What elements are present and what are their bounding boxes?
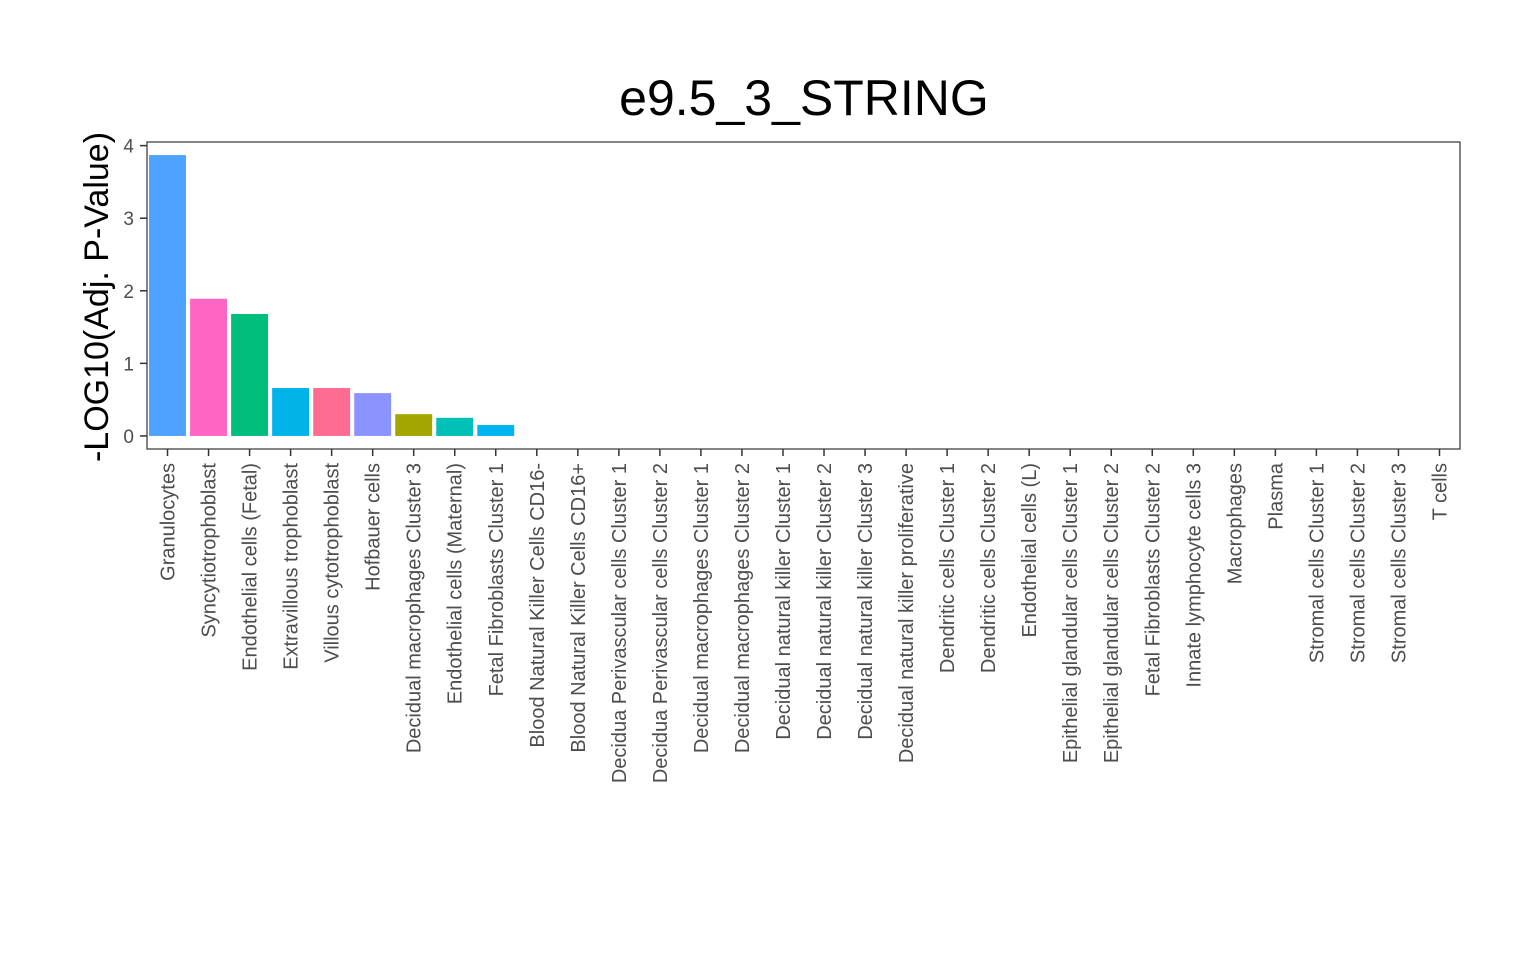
x-tick-label-8: Fetal Fibroblasts Cluster 1 [486,463,508,696]
x-tick-label-29: Stromal cells Cluster 2 [1347,463,1369,663]
x-tick-label-10: Blood Natural Killer Cells CD16+ [568,463,590,753]
x-tick-label-5: Hofbauer cells [363,463,385,591]
x-tick-label-20: Dendritic cells Cluster 2 [978,463,1000,673]
bar-8 [477,425,515,436]
x-tick-label-23: Epithelial glandular cells Cluster 2 [1101,463,1123,763]
bar-3 [272,388,310,436]
x-tick-label-2: Endothelial cells (Fetal) [240,463,262,671]
x-tick-label-6: Decidual macrophages Cluster 3 [404,463,426,753]
x-tick-label-31: T cells [1429,463,1451,520]
x-tick-label-17: Decidual natural killer Cluster 3 [855,463,877,740]
bar-1 [190,298,228,436]
x-tick-label-12: Decidua Perivascular cells Cluster 2 [650,463,672,783]
x-tick-label-16: Decidual natural killer Cluster 2 [814,463,836,740]
x-axis: Granulocytes Syncytiotrophoblast Endotheli… [158,449,1451,783]
y-tick-label-4: 4 [123,137,134,158]
bar-0 [149,155,186,436]
x-tick-label-13: Decidual macrophages Cluster 1 [691,463,713,753]
x-tick-label-1: Syncytiotrophoblast [199,463,221,638]
x-tick-label-3: Extravillous trophoblast [281,463,303,670]
x-tick-label-18: Decidual natural killer proliferative [896,463,918,763]
x-tick-label-28: Stromal cells Cluster 1 [1306,463,1328,663]
x-tick-label-26: Macrophages [1224,463,1246,584]
x-tick-label-24: Fetal Fibroblasts Cluster 2 [1142,463,1164,696]
x-tick-label-22: Epithelial glandular cells Cluster 1 [1060,463,1082,763]
y-tick-label-2: 2 [123,282,134,303]
plot-panel [146,141,1461,450]
chart-title: e9.5_3_STRING [619,70,989,126]
x-tick-label-27: Plasma [1265,462,1287,530]
x-tick-label-0: Granulocytes [158,463,180,581]
x-tick-label-25: Innate lymphocyte cells 3 [1183,463,1205,688]
bar-7 [436,417,474,436]
x-tick-label-30: Stromal cells Cluster 3 [1388,463,1410,663]
x-tick-label-7: Endothelial cells (Maternal) [445,463,467,704]
x-tick-label-9: Blood Natural Killer Cells CD16- [527,463,549,748]
bars-group [149,155,515,436]
x-tick-label-11: Decidua Perivascular cells Cluster 1 [609,463,631,783]
x-tick-label-4: Villous cytotrophoblast [322,463,344,663]
bar-6 [395,414,433,436]
bar-5 [354,393,392,436]
bar-2 [231,314,269,436]
x-tick-label-15: Decidual natural killer Cluster 1 [773,463,795,740]
x-tick-label-21: Endothelial cells (L) [1019,463,1041,638]
y-axis: 0 1 2 3 4 [123,137,147,448]
y-tick-label-1: 1 [123,354,134,375]
y-tick-label-0: 0 [123,427,134,448]
x-tick-label-14: Decidual macrophages Cluster 2 [732,463,754,753]
x-tick-label-19: Dendritic cells Cluster 1 [937,463,959,673]
bar-4 [313,388,351,436]
y-tick-label-3: 3 [123,209,134,230]
y-axis-label: -LOG10(Adj. P-Value) [78,132,116,462]
